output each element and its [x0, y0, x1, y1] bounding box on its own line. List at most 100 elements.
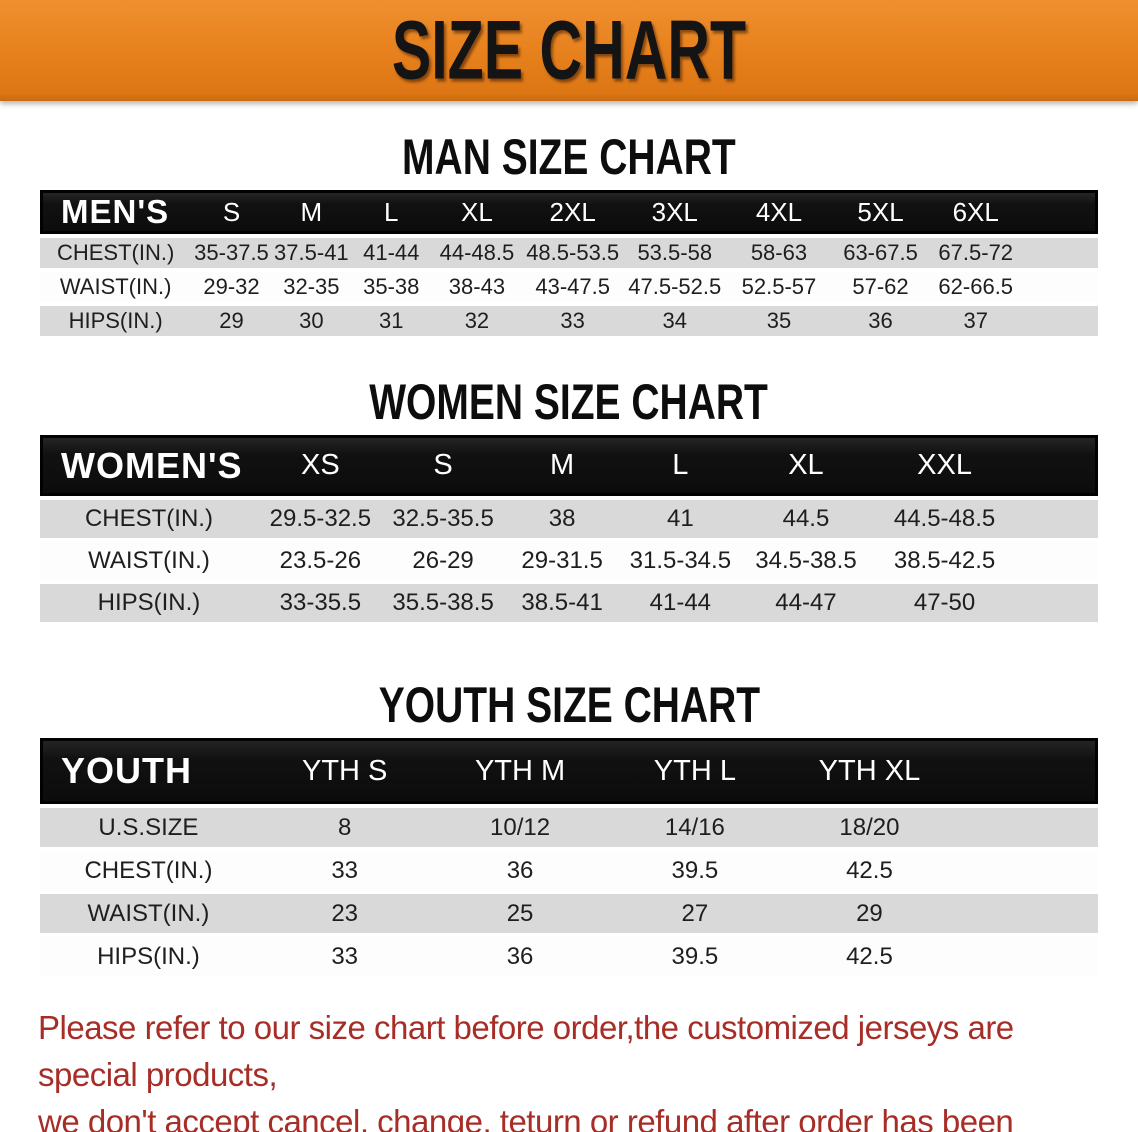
column-header-cell: XXL — [872, 435, 1018, 496]
men-header-corner: MEN'S — [40, 190, 192, 234]
value-cell: 44-47 — [739, 584, 873, 622]
row-label-cell: CHEST(IN.) — [40, 500, 258, 538]
filler-cell — [956, 808, 1098, 847]
column-header-cell: L — [620, 435, 740, 496]
value-cell: 47-50 — [872, 584, 1018, 622]
value-cell: 29 — [191, 306, 272, 336]
column-header-cell: 3XL — [622, 190, 727, 234]
filler-cell — [1017, 542, 1098, 580]
value-cell: 8 — [256, 808, 433, 847]
filler-cell — [1021, 306, 1098, 336]
value-cell: 29 — [782, 894, 957, 933]
value-cell: 44.5-48.5 — [872, 500, 1018, 538]
value-cell: 43-47.5 — [522, 272, 623, 302]
column-header-cell: XS — [257, 435, 383, 496]
value-cell: 57-62 — [831, 272, 930, 302]
disclaimer-text: Please refer to our size chart before or… — [38, 1004, 1108, 1132]
value-cell: 63-67.5 — [831, 238, 930, 268]
filler-cell — [1017, 500, 1098, 538]
value-cell: 48.5-53.5 — [522, 238, 623, 268]
youth-waist-row: WAIST(IN.) 23 25 27 29 — [40, 894, 1098, 933]
value-cell: 25 — [432, 894, 608, 933]
value-cell: 39.5 — [607, 937, 783, 976]
disclaimer-line-2: we don't accept cancel, change, teturn o… — [38, 1103, 1014, 1132]
column-header-cell: M — [503, 435, 621, 496]
value-cell: 29-31.5 — [503, 542, 621, 580]
value-cell: 35 — [726, 306, 832, 336]
value-cell: 31.5-34.5 — [620, 542, 740, 580]
youth-ussize-row: U.S.SIZE 8 10/12 14/16 18/20 — [40, 808, 1098, 847]
value-cell: 29-32 — [191, 272, 272, 302]
value-cell: 18/20 — [782, 808, 957, 847]
value-cell: 53.5-58 — [622, 238, 727, 268]
women-section-title-text: WOMEN SIZE CHART — [369, 374, 769, 430]
filler-cell — [1021, 272, 1098, 302]
value-cell: 39.5 — [607, 851, 783, 890]
men-waist-row: WAIST(IN.) 29-32 32-35 35-38 38-43 43-47… — [40, 272, 1098, 302]
row-label-cell: HIPS(IN.) — [40, 584, 258, 622]
value-cell: 33-35.5 — [257, 584, 383, 622]
disclaimer-line-1: Please refer to our size chart before or… — [38, 1009, 1014, 1093]
value-cell: 42.5 — [782, 937, 957, 976]
value-cell: 34 — [622, 306, 727, 336]
value-cell: 33 — [256, 851, 433, 890]
value-cell: 32-35 — [271, 272, 352, 302]
row-label-cell: HIPS(IN.) — [40, 306, 192, 336]
value-cell: 38.5-41 — [503, 584, 621, 622]
men-section-title-text: MAN SIZE CHART — [402, 129, 736, 185]
value-cell: 37 — [929, 306, 1022, 336]
value-cell: 38 — [503, 500, 621, 538]
filler-cell — [956, 937, 1098, 976]
value-cell: 32.5-35.5 — [382, 500, 504, 538]
value-cell: 35-38 — [351, 272, 432, 302]
row-label-cell: WAIST(IN.) — [40, 894, 257, 933]
value-cell: 41 — [620, 500, 740, 538]
row-label-cell: WAIST(IN.) — [40, 542, 258, 580]
youth-hips-row: HIPS(IN.) 33 36 39.5 42.5 — [40, 937, 1098, 976]
youth-size-table: YOUTH YTH S YTH M YTH L YTH XL U.S.SIZE … — [40, 734, 1098, 980]
row-label-cell: WAIST(IN.) — [40, 272, 192, 302]
value-cell: 32 — [431, 306, 523, 336]
filler-cell — [956, 738, 1098, 804]
column-header-cell: S — [382, 435, 504, 496]
value-cell: 30 — [271, 306, 352, 336]
filler-cell — [1021, 190, 1098, 234]
men-hips-row: HIPS(IN.) 29 30 31 32 33 34 35 36 37 — [40, 306, 1098, 336]
value-cell: 52.5-57 — [726, 272, 832, 302]
value-cell: 36 — [432, 851, 608, 890]
filler-cell — [956, 894, 1098, 933]
men-size-table: MEN'S S M L XL 2XL 3XL 4XL 5XL 6XL CHEST… — [40, 186, 1098, 340]
row-label-cell: HIPS(IN.) — [40, 937, 257, 976]
row-label-cell: CHEST(IN.) — [40, 851, 257, 890]
women-chest-row: CHEST(IN.) 29.5-32.5 32.5-35.5 38 41 44.… — [40, 500, 1098, 538]
filler-cell — [956, 851, 1098, 890]
value-cell: 36 — [432, 937, 608, 976]
value-cell: 44.5 — [739, 500, 873, 538]
value-cell: 33 — [522, 306, 623, 336]
value-cell: 10/12 — [432, 808, 608, 847]
value-cell: 34.5-38.5 — [739, 542, 873, 580]
column-header-cell: XL — [431, 190, 523, 234]
column-header-cell: L — [351, 190, 432, 234]
column-header-cell: YTH M — [432, 738, 608, 804]
column-header-cell: XL — [739, 435, 873, 496]
women-header-corner: WOMEN'S — [40, 435, 258, 496]
women-waist-row: WAIST(IN.) 23.5-26 26-29 29-31.5 31.5-34… — [40, 542, 1098, 580]
value-cell: 37.5-41 — [271, 238, 352, 268]
value-cell: 41-44 — [351, 238, 432, 268]
banner-title: SIZE CHART — [391, 3, 747, 97]
women-hips-row: HIPS(IN.) 33-35.5 35.5-38.5 38.5-41 41-4… — [40, 584, 1098, 622]
value-cell: 44-48.5 — [431, 238, 523, 268]
value-cell: 35-37.5 — [191, 238, 272, 268]
value-cell: 67.5-72 — [929, 238, 1022, 268]
column-header-cell: YTH S — [256, 738, 433, 804]
value-cell: 58-63 — [726, 238, 832, 268]
men-section-title: MAN SIZE CHART — [0, 128, 1138, 186]
women-size-table: WOMEN'S XS S M L XL XXL CHEST(IN.) 29.5-… — [40, 431, 1098, 626]
value-cell: 62-66.5 — [929, 272, 1022, 302]
value-cell: 31 — [351, 306, 432, 336]
value-cell: 27 — [607, 894, 783, 933]
youth-section-title-text: YOUTH SIZE CHART — [378, 677, 760, 733]
value-cell: 36 — [831, 306, 930, 336]
men-header-row: MEN'S S M L XL 2XL 3XL 4XL 5XL 6XL — [40, 190, 1098, 234]
